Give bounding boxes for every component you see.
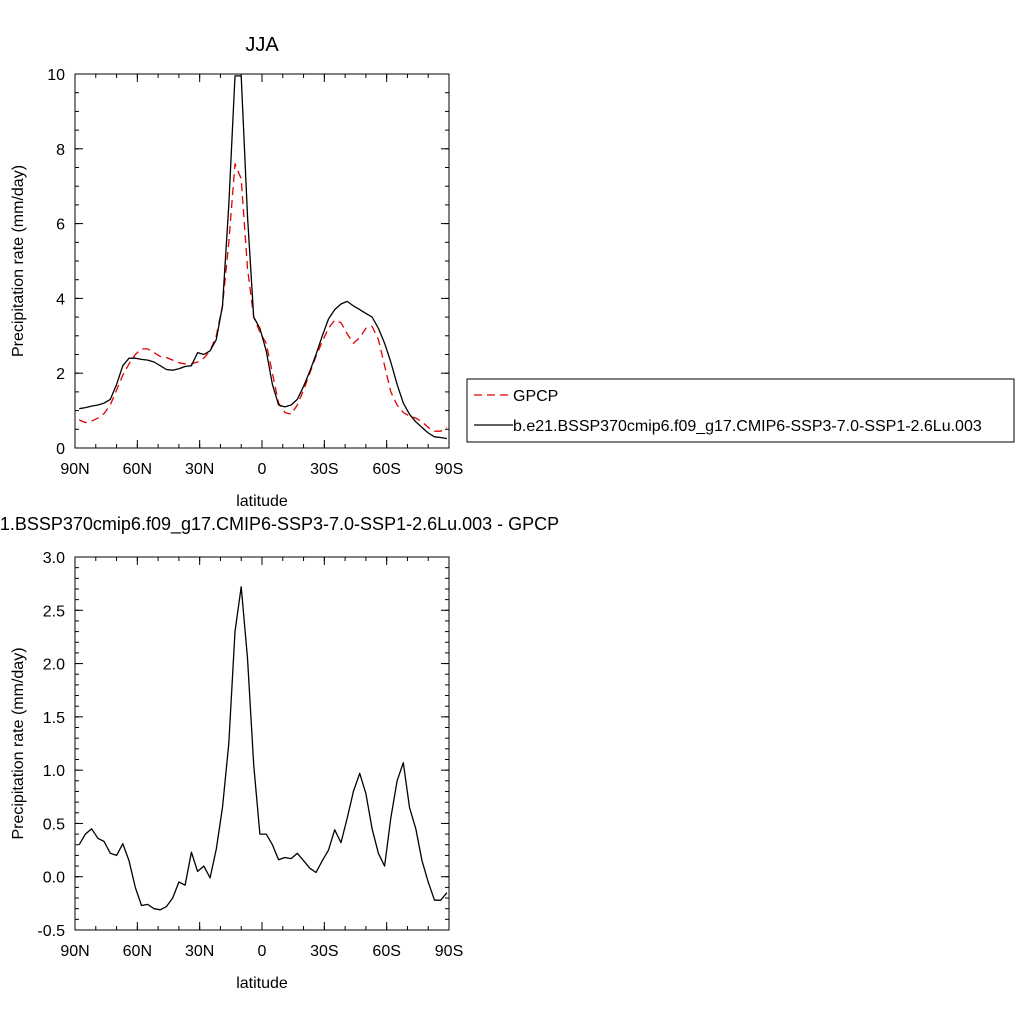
x-axis-label: latitude [236, 493, 288, 510]
x-tick-label: 90S [435, 461, 463, 478]
y-tick-label: 0.5 [43, 816, 65, 833]
x-tick-label: 90S [435, 943, 463, 960]
chart-title: JJA [245, 34, 279, 56]
y-tick-label: 10 [47, 67, 65, 84]
series-line [79, 75, 448, 440]
difference-panel: b.e21.BSSP370cmip6.f09_g17.CMIP6-SSP3-7.… [0, 514, 559, 992]
y-tick-label: 4 [56, 291, 65, 308]
x-tick-label: 30N [185, 461, 214, 478]
x-tick-label: 0 [258, 943, 267, 960]
legend-label: b.e21.BSSP370cmip6.f09_g17.CMIP6-SSP3-7.… [513, 418, 982, 435]
y-tick-label: 2.0 [43, 657, 65, 674]
y-tick-label: 2 [56, 366, 65, 383]
x-tick-label: 60N [123, 461, 152, 478]
x-tick-label: 0 [258, 461, 267, 478]
mean-precip-panel: JJA 90N 60N 30N 0 30S 60S 90S 0 2 4 6 8 10 latitude Pre… [10, 34, 1015, 510]
x-tick-label: 30S [310, 943, 338, 960]
y-axis-label: Precipitation rate (mm/day) [10, 647, 27, 839]
x-tick-label: 30S [310, 461, 338, 478]
series-line [78, 163, 448, 432]
plot-frame [74, 73, 450, 449]
y-tick-label: 1.0 [43, 763, 65, 780]
y-tick-label: 3.0 [43, 550, 65, 567]
x-tick-label: 30N [185, 943, 214, 960]
y-tick-label: 0.0 [43, 870, 65, 887]
series-line [78, 586, 448, 911]
y-tick-label: 1.5 [43, 710, 65, 727]
x-tick-label: 60N [123, 943, 152, 960]
x-tick-label: 60S [372, 461, 400, 478]
x-tick-label: 90N [60, 461, 89, 478]
legend-box [466, 378, 1015, 443]
legend-label: GPCP [513, 388, 558, 405]
y-tick-label: 0 [56, 441, 65, 458]
x-tick-label: 60S [372, 943, 400, 960]
y-tick-label: 2.5 [43, 603, 65, 620]
plot-frame [74, 556, 450, 931]
y-tick-label: 8 [56, 142, 65, 159]
y-axis-label: Precipitation rate (mm/day) [10, 165, 27, 357]
y-tick-label: -0.5 [37, 923, 65, 940]
y-tick-label: 6 [56, 217, 65, 234]
x-tick-label: 90N [60, 943, 89, 960]
x-axis-label: latitude [236, 975, 288, 992]
chart-title: b.e21.BSSP370cmip6.f09_g17.CMIP6-SSP3-7.… [0, 514, 559, 535]
